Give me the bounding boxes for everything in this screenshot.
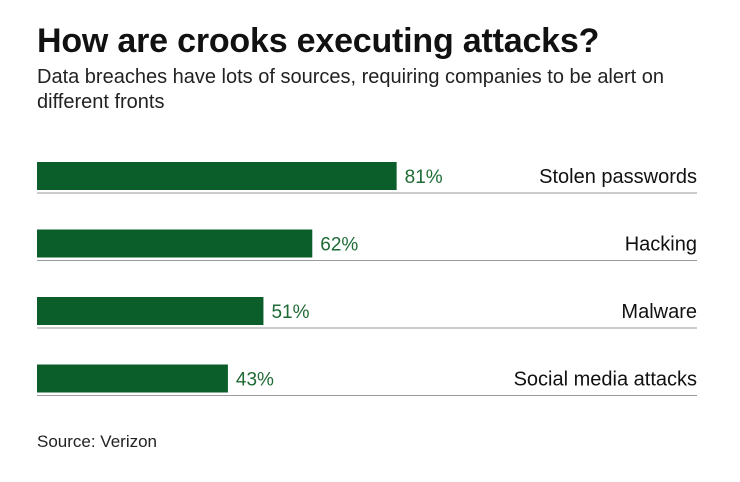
bar (37, 297, 264, 325)
bar (37, 364, 228, 393)
category-label: Hacking (625, 234, 697, 256)
category-label: Malware (621, 301, 697, 323)
bar-row: 51% Malware (37, 297, 697, 329)
chart-title: How are crooks executing attacks? (37, 22, 600, 60)
value-label: 81% (405, 167, 443, 188)
category-label: Stolen passwords (539, 166, 697, 188)
category-label: Social media attacks (514, 369, 697, 391)
bar-row: 62% Hacking (37, 229, 697, 261)
bar-row: 43% Social media attacks (37, 364, 697, 396)
bar (37, 229, 313, 258)
chart-subtitle: Data breaches have lots of sources, requ… (37, 66, 665, 113)
bar (37, 162, 397, 190)
value-label: 51% (271, 302, 309, 323)
source-note: Source: Verizon (37, 432, 158, 451)
value-label: 43% (236, 370, 274, 391)
bar-row: 81% Stolen passwords (37, 162, 697, 194)
value-label: 62% (320, 235, 358, 256)
